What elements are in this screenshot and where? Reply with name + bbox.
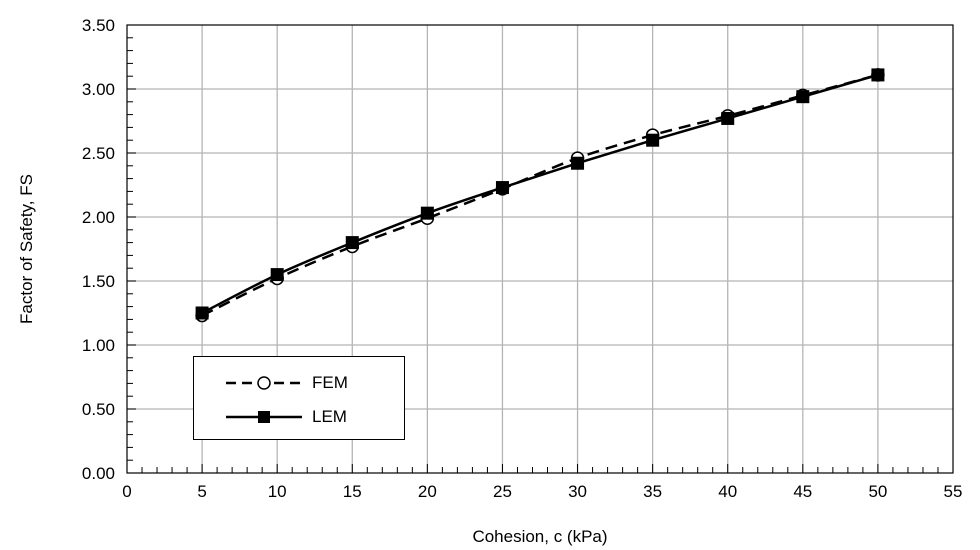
x-tick-label: 35 <box>643 482 662 501</box>
data-point-lem <box>646 133 660 147</box>
y-tick-label: 2.50 <box>82 144 115 163</box>
y-tick-label: 3.00 <box>82 80 115 99</box>
y-tick-label: 0.50 <box>82 400 115 419</box>
y-tick-label: 0.00 <box>82 464 115 483</box>
legend-label-lem: LEM <box>312 407 347 426</box>
x-tick-label: 10 <box>268 482 287 501</box>
minor-ticks <box>126 24 954 474</box>
x-tick-labels: 0 5 10 15 20 25 30 35 40 45 50 55 <box>122 482 962 501</box>
x-tick-label: 50 <box>868 482 887 501</box>
data-point-lem <box>871 68 885 82</box>
legend-item-fem: FEM <box>194 369 404 397</box>
x-axis-label: Cohesion, c (kPa) <box>472 527 607 546</box>
legend: FEM LEM <box>193 356 405 440</box>
data-point-lem <box>571 156 585 170</box>
data-point-lem <box>270 268 284 282</box>
y-tick-label: 1.50 <box>82 272 115 291</box>
data-point-lem <box>195 306 209 320</box>
x-tick-label: 55 <box>944 482 963 501</box>
series-line-fem <box>201 73 879 317</box>
x-tick-label: 15 <box>343 482 362 501</box>
plot-area-border <box>126 24 954 474</box>
series-line-lem <box>201 73 879 315</box>
legend-item-lem: LEM <box>194 403 404 431</box>
y-tick-label: 1.00 <box>82 336 115 355</box>
x-tick-label: 30 <box>568 482 587 501</box>
data-point-lem <box>420 206 434 220</box>
x-tick-label: 40 <box>718 482 737 501</box>
y-axis-label: Factor of Safety, FS <box>17 174 36 324</box>
legend-swatch-lem <box>226 411 302 423</box>
y-tick-label: 2.00 <box>82 208 115 227</box>
legend-label-fem: FEM <box>312 373 348 392</box>
data-point-lem <box>345 236 359 250</box>
x-tick-label: 25 <box>493 482 512 501</box>
y-tick-label: 3.50 <box>82 16 115 35</box>
x-tick-label: 20 <box>418 482 437 501</box>
x-tick-label: 45 <box>793 482 812 501</box>
x-tick-label: 0 <box>122 482 131 501</box>
x-tick-label: 5 <box>197 482 206 501</box>
data-point-lem <box>495 181 509 195</box>
data-point-lem <box>721 111 735 125</box>
legend-swatch-fem <box>226 376 302 390</box>
y-tick-labels: 0.00 0.50 1.00 1.50 2.00 2.50 3.00 3.50 <box>82 16 115 483</box>
data-point-lem <box>796 90 810 104</box>
series-layer <box>195 68 885 323</box>
